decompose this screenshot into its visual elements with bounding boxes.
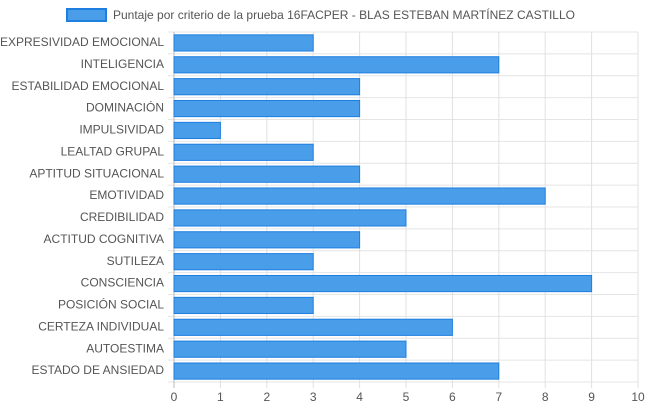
x-tick-label: 6 xyxy=(449,390,456,404)
bar xyxy=(173,274,593,293)
x-tick-label: 9 xyxy=(588,390,595,404)
y-tick-label: ESTADO DE ANSIEDAD xyxy=(32,363,165,377)
y-tick-label: CREDIBILIDAD xyxy=(80,210,164,224)
bar xyxy=(173,318,453,336)
bar xyxy=(173,209,407,227)
y-tick-label: EMOTIVIDAD xyxy=(89,188,164,202)
bar xyxy=(173,187,546,205)
x-tick-label: 1 xyxy=(217,390,224,404)
y-tick-label: INTELIGENCIA xyxy=(81,57,164,71)
y-tick-label: LEALTAD GRUPAL xyxy=(61,144,165,158)
x-tick-label: 8 xyxy=(542,390,549,404)
x-tick-label: 10 xyxy=(631,390,645,404)
bar xyxy=(173,231,361,249)
y-tick-label: SUTILEZA xyxy=(107,254,164,268)
y-tick-label: DOMINACIÓN xyxy=(86,100,164,115)
y-tick-label: CERTEZA INDIVIDUAL xyxy=(38,319,164,333)
bar xyxy=(173,362,500,380)
bar xyxy=(173,121,221,140)
y-tick-label: IMPULSIVIDAD xyxy=(79,123,164,137)
x-tick-label: 0 xyxy=(171,390,178,404)
bar xyxy=(173,56,500,74)
bar xyxy=(173,296,314,315)
legend-swatch[interactable] xyxy=(66,8,107,22)
bar xyxy=(173,34,314,52)
bar xyxy=(173,165,361,183)
y-tick-label: CONSCIENCIA xyxy=(81,276,164,290)
bar xyxy=(173,143,314,161)
bar xyxy=(173,253,314,271)
bar xyxy=(173,99,361,118)
x-tick-label: 3 xyxy=(310,390,317,404)
x-tick-label: 4 xyxy=(356,390,363,404)
y-tick-label: ESTABILIDAD EMOCIONAL xyxy=(12,79,165,93)
y-tick-label: APTITUD SITUACIONAL xyxy=(29,166,164,180)
x-tick-label: 2 xyxy=(263,390,270,404)
x-tick-label: 7 xyxy=(495,390,502,404)
y-tick-label: POSICIÓN SOCIAL xyxy=(58,297,164,312)
y-tick-label: ACTITUD COGNITIVA xyxy=(44,232,164,246)
y-tick-label: EXPRESIVIDAD EMOCIONAL xyxy=(0,35,164,49)
bar xyxy=(173,78,361,96)
x-tick-label: 5 xyxy=(403,390,410,404)
y-tick-label: AUTOESTIMA xyxy=(86,341,164,355)
bar xyxy=(173,340,407,358)
legend-label[interactable]: Puntaje por criterio de la prueba 16FACP… xyxy=(113,7,575,22)
